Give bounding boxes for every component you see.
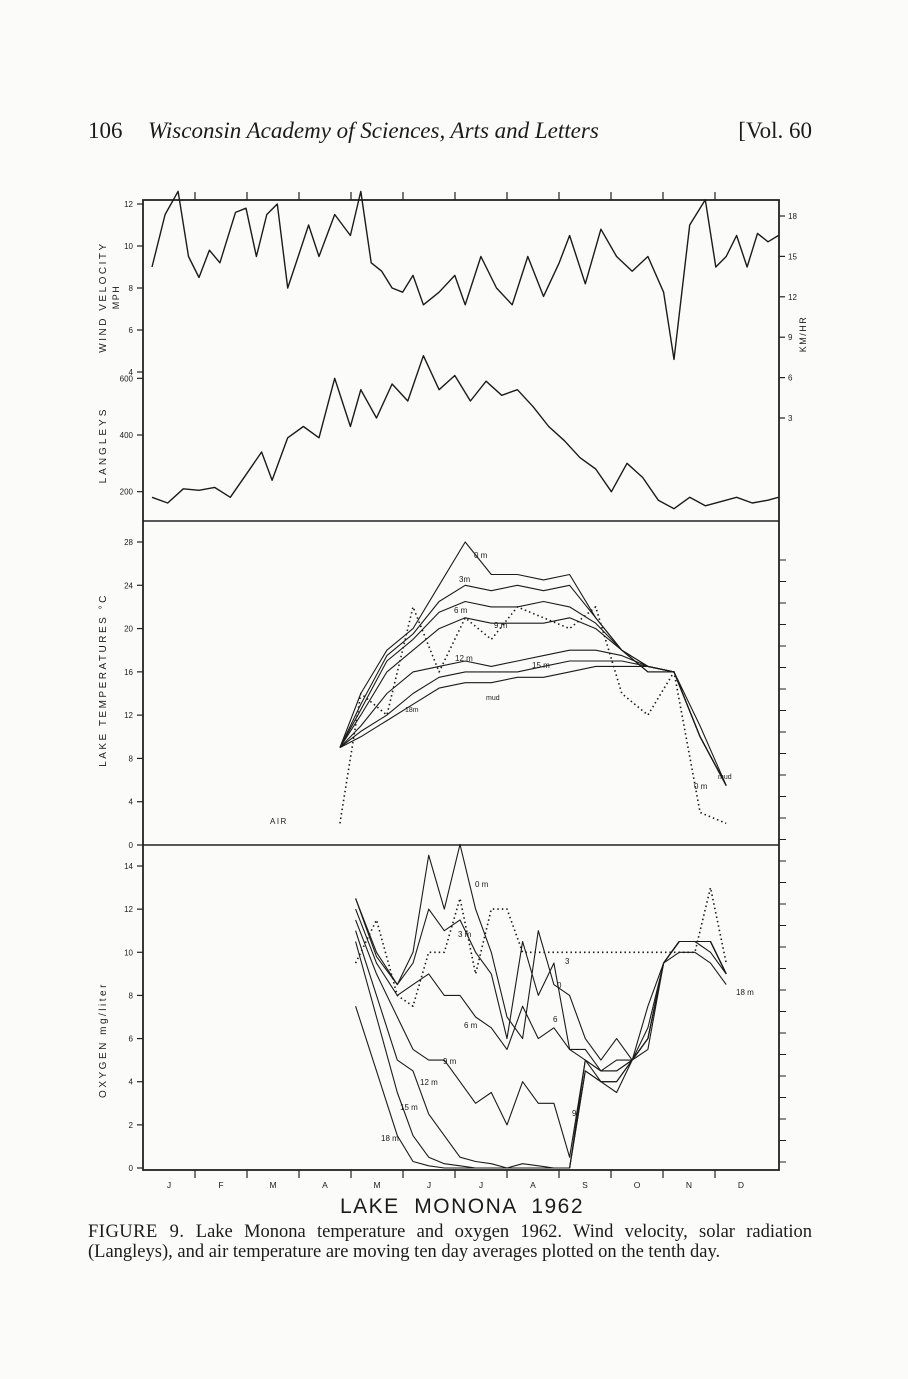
oxy-label-3m: 3 m xyxy=(458,930,472,939)
oxygen-tick-label: 14 xyxy=(124,862,133,871)
langleys-tick-label: 200 xyxy=(120,488,134,497)
journal-title: Wisconsin Academy of Sciences, Arts and … xyxy=(148,118,599,143)
oxygen-ylabel: OXYGEN mg/liter xyxy=(98,982,109,1098)
oxygen-line-18m xyxy=(355,951,727,1169)
wind-ylabel-right: KM/HR xyxy=(798,316,808,353)
temp-label-mud-end: mud xyxy=(718,774,732,781)
month-label: N xyxy=(686,1180,692,1190)
data-series xyxy=(151,190,779,1169)
temp-label-12m: 12 m xyxy=(455,654,473,663)
oxy-label-6m: 6 m xyxy=(464,1021,478,1030)
temperature-tick-label: 4 xyxy=(129,798,134,807)
wind-tick-label: 6 xyxy=(129,326,134,335)
wind-tick-label: 8 xyxy=(129,284,134,293)
oxy-label-6: 6 xyxy=(553,1015,558,1024)
lake-temperature-line-3m xyxy=(339,584,727,786)
oxygen-tick-label: 4 xyxy=(129,1078,134,1087)
lake-temperature-line-6m xyxy=(339,600,727,786)
lake-temperature-line-15m xyxy=(339,660,727,786)
temp-label-air: AIR xyxy=(270,817,288,826)
oxygen-line-air xyxy=(354,886,727,1008)
lake-temperature-line-air xyxy=(339,606,727,825)
oxy-label-9m: 9 m xyxy=(443,1057,457,1066)
temp-label-0m: 0 m xyxy=(474,551,488,560)
wind-tick-label: 10 xyxy=(124,242,133,251)
month-label: M xyxy=(269,1180,276,1190)
lake-temperature-line-mud xyxy=(339,665,727,786)
month-label: J xyxy=(479,1180,483,1190)
oxygen-tick-label: 10 xyxy=(124,948,133,957)
oxy-label-0: 0 xyxy=(557,981,562,990)
langleys-tick-label: 400 xyxy=(120,431,134,440)
temp-label-15m: 15 m xyxy=(532,661,550,670)
month-label: M xyxy=(373,1180,380,1190)
oxy-label-0m: 0 m xyxy=(475,880,489,889)
langleys-tick-label: 600 xyxy=(120,374,134,383)
figure-caption: FIGURE 9. Lake Monona temperature and ox… xyxy=(88,1222,812,1262)
temperature-tick-label: 8 xyxy=(129,754,134,763)
month-label: F xyxy=(218,1180,223,1190)
month-label: A xyxy=(322,1180,328,1190)
figure-frame xyxy=(142,199,780,1171)
month-label: J xyxy=(167,1180,171,1190)
temperature-ylabel: LAKE TEMPERATURES °C xyxy=(98,593,109,767)
temperature-tick-label: 0 xyxy=(129,841,134,850)
temp-label-6m: 6 m xyxy=(454,606,468,615)
temperature-tick-label: 20 xyxy=(124,625,133,634)
volume-label: [Vol. 60 xyxy=(738,118,812,143)
langleys-line-0 xyxy=(151,355,779,510)
oxy-label-12m: 12 m xyxy=(420,1078,438,1087)
oxygen-tick-label: 2 xyxy=(129,1121,134,1130)
lake-temperature-line-9m xyxy=(339,617,727,786)
page-number: 106 xyxy=(88,118,123,143)
temperature-tick-label: 24 xyxy=(124,581,133,590)
figure-title: LAKE MONONA 1962 xyxy=(340,1195,584,1218)
month-label: S xyxy=(582,1180,588,1190)
caption-text: Lake Monona temperature and oxygen 1962.… xyxy=(88,1222,813,1262)
month-label: D xyxy=(738,1180,744,1190)
temperature-tick-label: 28 xyxy=(124,538,133,547)
wind-tick-label: 4 xyxy=(129,368,134,377)
oxy-label-9: 9 xyxy=(572,1109,577,1118)
kmhr-tick-label: 9 xyxy=(788,333,793,342)
axis-ticks: 4681012200400600048121620242802468101214… xyxy=(120,192,797,1190)
temp-label-mud: mud xyxy=(486,695,500,702)
temperature-tick-label: 16 xyxy=(124,668,133,677)
oxygen-tick-label: 8 xyxy=(129,991,134,1000)
running-head: 106 Wisconsin Academy of Sciences, Arts … xyxy=(88,118,812,152)
kmhr-tick-label: 12 xyxy=(788,293,797,302)
kmhr-tick-label: 18 xyxy=(788,212,797,221)
oxygen-line-15m xyxy=(355,940,727,1169)
oxygen-tick-label: 6 xyxy=(129,1035,134,1044)
month-label: J xyxy=(427,1180,431,1190)
oxy-label-3: 3 xyxy=(565,957,570,966)
wind-velocity-line-0 xyxy=(151,190,779,361)
wind-yunit: MPH xyxy=(111,285,121,310)
month-label: A xyxy=(530,1180,536,1190)
temp-label-3m: 3m xyxy=(459,575,470,584)
temp-label-9m: 9 m xyxy=(494,621,508,630)
oxy-label-18m-end: 18 m xyxy=(736,988,754,997)
temperature-tick-label: 12 xyxy=(124,711,133,720)
caption-label: FIGURE 9. xyxy=(88,1222,185,1242)
wind-tick-label: 12 xyxy=(124,200,133,209)
oxygen-tick-label: 12 xyxy=(124,905,133,914)
kmhr-tick-label: 6 xyxy=(788,374,793,383)
oxy-label-18m: 18 m xyxy=(381,1134,399,1143)
temp-label-18m: 18m xyxy=(405,707,419,714)
kmhr-tick-label: 3 xyxy=(788,414,793,423)
oxy-label-15m: 15 m xyxy=(400,1103,418,1112)
temp-label-0m-end: 0 m xyxy=(694,782,708,791)
kmhr-tick-label: 15 xyxy=(788,252,797,261)
month-label: O xyxy=(634,1180,641,1190)
oxygen-tick-label: 0 xyxy=(129,1164,134,1173)
langleys-ylabel: LANGLEYS xyxy=(98,407,109,484)
wind-ylabel: WIND VELOCITY xyxy=(98,241,109,352)
